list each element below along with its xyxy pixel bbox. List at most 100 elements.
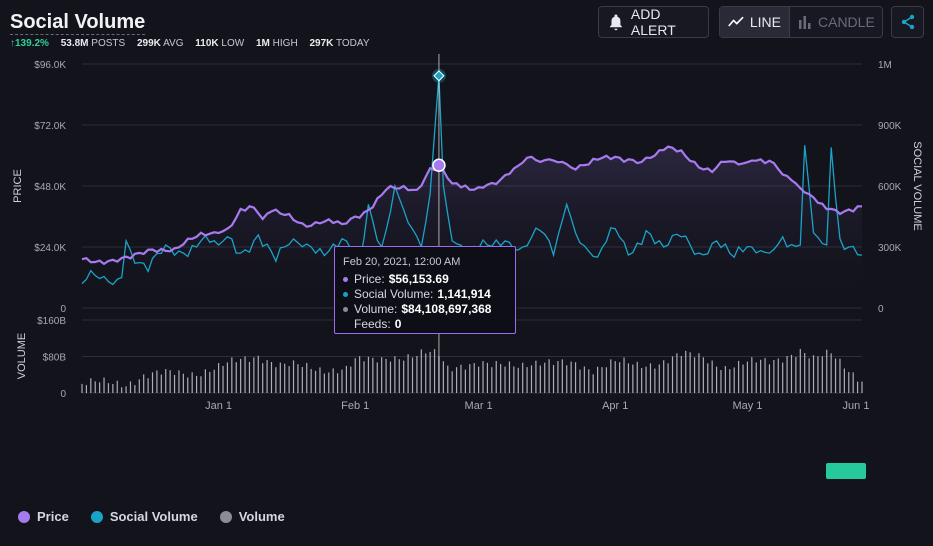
tooltip-social-label: Social Volume: [354,287,434,301]
price-dot [343,277,348,282]
volume-bar [266,360,268,393]
volume-bar [94,381,96,393]
x-tick-label: Jun 1 [843,400,870,412]
volume-bar [707,363,709,393]
page-title[interactable]: Social Volume [10,11,146,35]
volume-bar [244,356,246,393]
volume-bar [134,385,136,393]
volume-bar [129,381,132,393]
posts-label: POSTS [91,38,126,49]
high-value: 1M [255,38,270,49]
volume-bar [442,361,444,393]
volume-bar [103,377,105,393]
volume-bar [478,366,480,393]
x-tick-label: Feb 1 [341,400,369,412]
legend-item-volume[interactable]: Volume [219,509,285,524]
volume-bar [773,359,775,393]
volume-bar [143,374,145,393]
volume-axis-title: VOLUME [16,333,28,379]
legend-item-social-volume[interactable]: Social Volume [90,509,198,524]
volume-bar [85,385,88,393]
volume-bar [566,365,568,393]
volume-bar [522,362,524,393]
tooltip-row-feeds: Feeds: 0 [343,317,507,332]
volume-bar [257,355,259,393]
volume-bar [702,357,704,393]
volume-bar [354,358,356,393]
hover-price-point [432,158,446,173]
volume-bar [632,364,634,393]
tooltip: Feb 20, 2021, 12:00 AM Price: $56,153.69… [334,246,516,334]
volume-bar [178,370,180,393]
volume-bar [843,368,845,393]
bell-icon [609,14,622,31]
legend-item-price[interactable]: Price [18,509,69,524]
line-toggle-button[interactable]: LINE [720,7,790,37]
volume-bar [270,362,273,393]
volume-bar [416,356,418,393]
candle-toggle-button[interactable]: CANDLE [790,7,883,37]
volume-bar [147,378,149,393]
volume-bar [848,372,850,393]
volume-bar [411,357,414,393]
price-line [81,145,863,266]
volume-bar [764,358,766,393]
add-alert-button[interactable]: ADD ALERT [598,6,709,38]
volume-bar [288,366,290,393]
volume-bar [363,361,365,393]
volume-bar [195,375,198,393]
left-tick-label: $48.0K [34,182,66,193]
volume-bar [548,359,550,393]
line-chart-icon [728,16,744,27]
legend: Price Social Volume Volume [18,509,285,524]
tooltip-price-value: $56,153.69 [388,272,449,286]
x-tick-label: Mar 1 [465,400,493,412]
volume-bar [398,359,400,393]
low-label: LOW [221,38,245,49]
right-tick-label: 1M [878,60,892,71]
avg-value: 299K [136,38,161,49]
volume-bar [733,367,735,393]
volume-bar [447,365,449,393]
share-button[interactable] [891,6,924,38]
volume-bar [663,360,665,393]
volume-bar [861,381,863,393]
posts-value: 53.8M [60,38,89,49]
volume-bar [90,378,92,393]
volume-bar [200,376,202,393]
volume-tick-label: 0 [60,389,66,400]
volume-bar [433,349,436,393]
x-tick-label: May 1 [732,400,762,412]
legend-price-label: Price [37,509,69,524]
volume-bar [420,349,422,393]
volume-bar [381,357,383,393]
volume-bar [689,352,691,393]
volume-bar [345,365,348,393]
volume-bar [403,360,405,393]
volume-bar [557,361,559,393]
volume-bar [834,358,837,393]
volume-bar [425,353,427,393]
volume-bar [693,357,696,393]
volume-bar [275,367,277,393]
volume-bar [711,360,713,393]
left-tick-label: 0 [60,304,66,315]
left-tick-label: $24.0K [34,243,66,254]
volume-bar [561,359,563,393]
volume-bar [182,373,184,393]
legend-social-dot [90,510,103,523]
volume-bar [658,364,660,393]
change-stat: ↑139.2% [10,38,52,49]
tooltip-row-price: Price: $56,153.69 [343,272,507,287]
volume-bar [500,363,502,393]
volume-bar [817,356,819,393]
volume-bar [112,383,114,393]
volume-bar [314,370,317,393]
volume-bar [165,369,167,393]
stats-bar: ↑139.2% 53.8M POSTS 299K AVG 110K LOW 1M… [10,38,379,49]
volume-bar [359,356,361,393]
volume-bar [812,355,815,393]
volume-bar [839,358,841,393]
volume-bar [636,361,638,393]
volume-bar [826,349,828,393]
